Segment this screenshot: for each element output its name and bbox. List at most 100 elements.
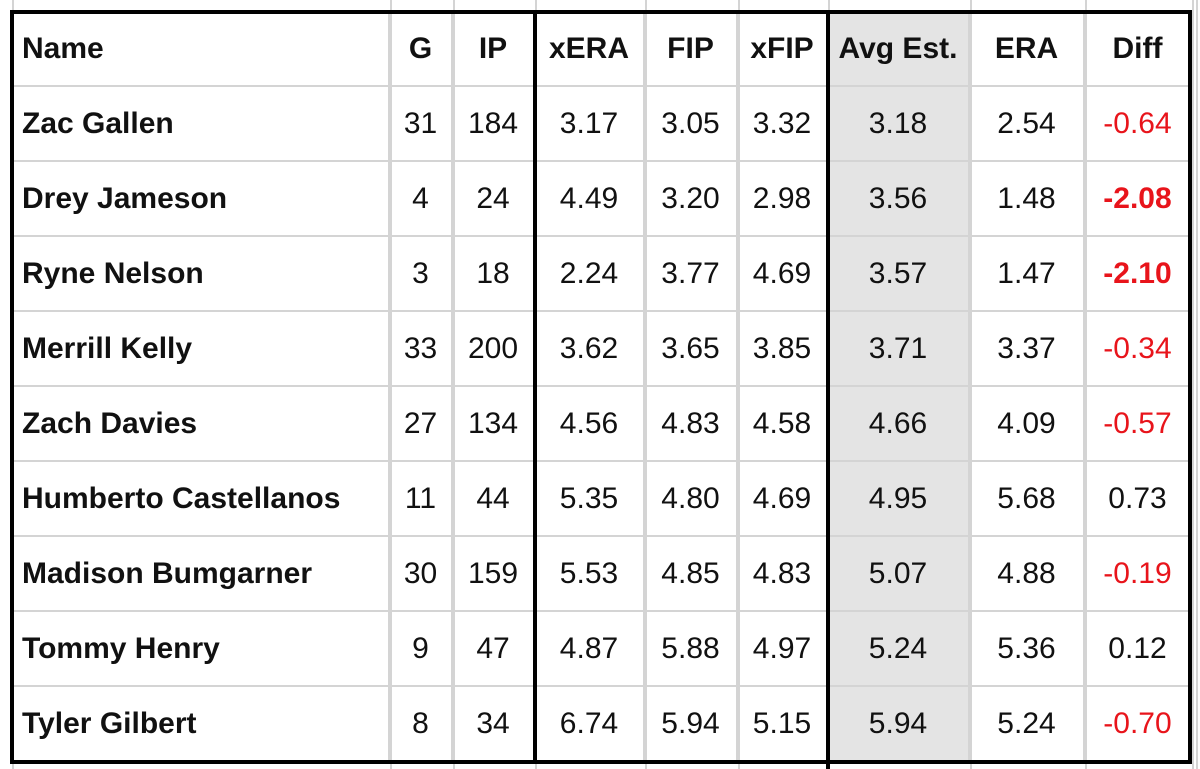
value-cell: -0.64 <box>1085 87 1192 162</box>
border-line <box>10 10 14 764</box>
border-line <box>1188 10 1192 764</box>
value-cell: 1.48 <box>970 162 1085 237</box>
value-cell: -2.08 <box>1085 162 1192 237</box>
value-cell: 2.54 <box>970 87 1085 162</box>
header-cell: xERA <box>535 12 645 87</box>
value-cell: 34 <box>453 687 535 762</box>
grid-line <box>1085 0 1087 769</box>
value-cell: 33 <box>390 312 453 387</box>
value-cell: 4.95 <box>828 462 970 537</box>
value-cell: 3.71 <box>828 312 970 387</box>
name-cell: Madison Bumgarner <box>12 537 390 612</box>
value-cell: 184 <box>453 87 535 162</box>
value-cell: 2.98 <box>738 162 828 237</box>
header-cell: FIP <box>645 12 738 87</box>
value-cell: 3.32 <box>738 87 828 162</box>
value-cell: -0.34 <box>1085 312 1192 387</box>
name-cell: Merrill Kelly <box>12 312 390 387</box>
value-cell: 3.18 <box>828 87 970 162</box>
name-cell: Ryne Nelson <box>12 237 390 312</box>
grid-line <box>1192 0 1194 769</box>
value-cell: 6.74 <box>535 687 645 762</box>
value-cell: 44 <box>453 462 535 537</box>
grid-line <box>390 0 392 769</box>
value-cell: 11 <box>390 462 453 537</box>
value-cell: 0.73 <box>1085 462 1192 537</box>
value-cell: 5.68 <box>970 462 1085 537</box>
value-cell: 5.35 <box>535 462 645 537</box>
name-cell: Humberto Castellanos <box>12 462 390 537</box>
header-cell: Diff <box>1085 12 1192 87</box>
value-cell: 4.83 <box>738 537 828 612</box>
value-cell: 4.49 <box>535 162 645 237</box>
value-cell: 3.65 <box>645 312 738 387</box>
value-cell: 31 <box>390 87 453 162</box>
value-cell: 0.12 <box>1085 612 1192 687</box>
value-cell: 3.05 <box>645 87 738 162</box>
grid-line <box>738 0 740 769</box>
value-cell: 4.66 <box>828 387 970 462</box>
value-cell: 4.56 <box>535 387 645 462</box>
value-cell: 5.94 <box>645 687 738 762</box>
value-cell: 27 <box>390 387 453 462</box>
value-cell: 5.24 <box>970 687 1085 762</box>
value-cell: -2.10 <box>1085 237 1192 312</box>
value-cell: 3.85 <box>738 312 828 387</box>
grid-line <box>453 0 455 769</box>
value-cell: 24 <box>453 162 535 237</box>
value-cell: 5.36 <box>970 612 1085 687</box>
value-cell: 4.58 <box>738 387 828 462</box>
border-line <box>10 760 1192 764</box>
header-cell: IP <box>453 12 535 87</box>
value-cell: 47 <box>453 612 535 687</box>
header-cell: Name <box>12 12 390 87</box>
border-line <box>10 10 1192 14</box>
value-cell: 4.80 <box>645 462 738 537</box>
value-cell: 8 <box>390 687 453 762</box>
name-cell: Drey Jameson <box>12 162 390 237</box>
value-cell: 4.85 <box>645 537 738 612</box>
value-cell: -0.19 <box>1085 537 1192 612</box>
value-cell: 200 <box>453 312 535 387</box>
value-cell: 5.94 <box>828 687 970 762</box>
value-cell: 5.15 <box>738 687 828 762</box>
value-cell: 3.62 <box>535 312 645 387</box>
value-cell: 5.53 <box>535 537 645 612</box>
value-cell: 18 <box>453 237 535 312</box>
value-cell: 2.24 <box>535 237 645 312</box>
header-cell: xFIP <box>738 12 828 87</box>
name-cell: Tyler Gilbert <box>12 687 390 762</box>
value-cell: 30 <box>390 537 453 612</box>
value-cell: 9 <box>390 612 453 687</box>
header-cell: Avg Est. <box>828 12 970 87</box>
header-cell: ERA <box>970 12 1085 87</box>
value-cell: 4 <box>390 162 453 237</box>
value-cell: 3.17 <box>535 87 645 162</box>
value-cell: 4.69 <box>738 237 828 312</box>
value-cell: 4.88 <box>970 537 1085 612</box>
value-cell: 5.24 <box>828 612 970 687</box>
header-cell: G <box>390 12 453 87</box>
value-cell: 4.87 <box>535 612 645 687</box>
value-cell: 5.88 <box>645 612 738 687</box>
value-cell: 3.77 <box>645 237 738 312</box>
value-cell: 134 <box>453 387 535 462</box>
value-cell: -0.57 <box>1085 387 1192 462</box>
value-cell: 4.97 <box>738 612 828 687</box>
value-cell: 159 <box>453 537 535 612</box>
value-cell: 5.07 <box>828 537 970 612</box>
border-line <box>533 10 537 764</box>
value-cell: 3.37 <box>970 312 1085 387</box>
name-cell: Zac Gallen <box>12 87 390 162</box>
value-cell: 3.56 <box>828 162 970 237</box>
value-cell: 3.20 <box>645 162 738 237</box>
value-cell: 3 <box>390 237 453 312</box>
border-line <box>826 762 830 769</box>
name-cell: Tommy Henry <box>12 612 390 687</box>
value-cell: -0.70 <box>1085 687 1192 762</box>
value-cell: 4.69 <box>738 462 828 537</box>
value-cell: 1.47 <box>970 237 1085 312</box>
border-line <box>826 10 830 764</box>
grid-line <box>1196 0 1198 769</box>
